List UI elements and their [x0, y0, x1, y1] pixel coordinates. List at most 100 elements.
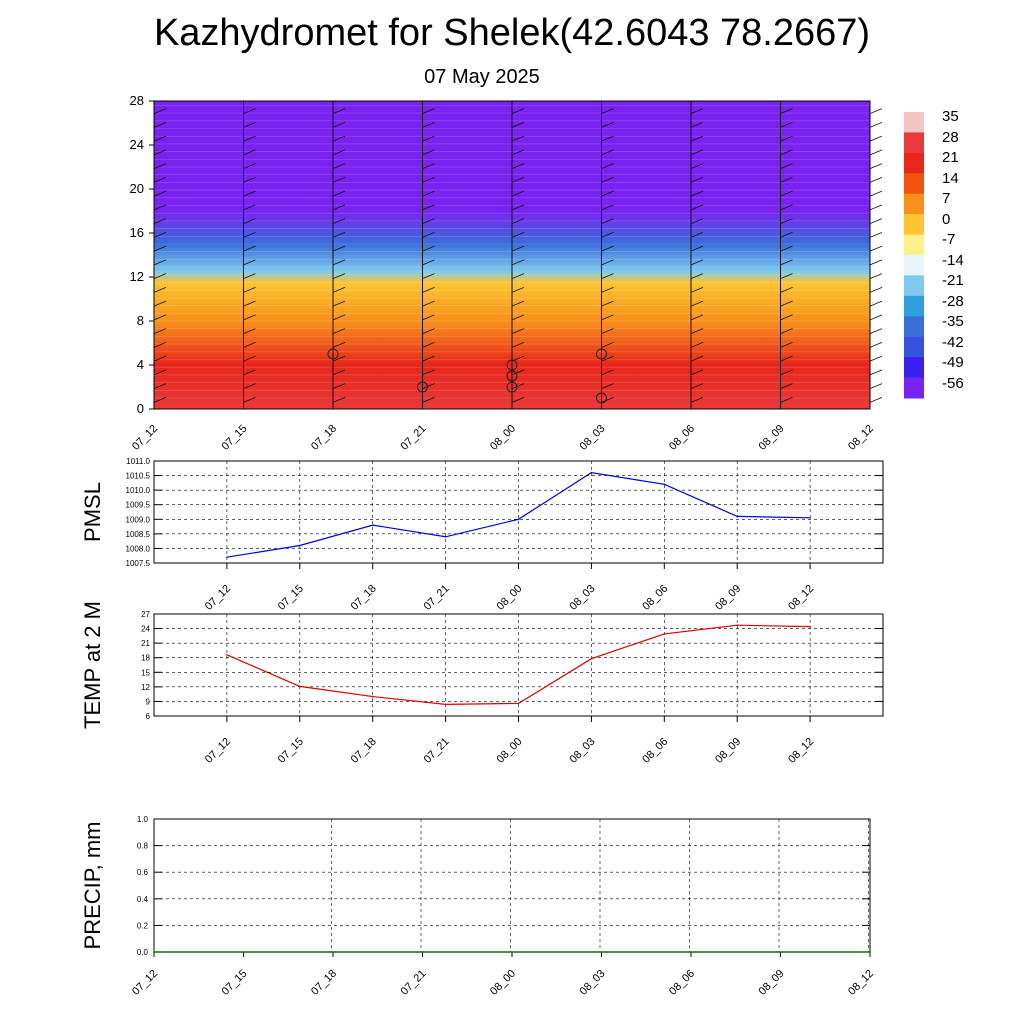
- wind-barb: [511, 314, 525, 321]
- y-tick-label: 24: [141, 625, 150, 634]
- wind-barb: [243, 300, 256, 307]
- y-tick-label: 8: [137, 313, 144, 328]
- x-tick-label: 07_18: [349, 583, 379, 613]
- wind-barb: [690, 190, 704, 197]
- wind-barb: [511, 259, 525, 266]
- wind-barb: [601, 355, 614, 362]
- wind-barb: [243, 122, 256, 128]
- y-axis-label: TEMP at 2 M: [80, 601, 105, 729]
- plot-frame: [153, 613, 884, 717]
- wind-barb: [422, 287, 435, 293]
- wind-barb: [422, 190, 435, 197]
- x-tick-label: 08_03: [578, 423, 608, 453]
- wind-barb: [780, 163, 793, 170]
- wind-barb: [601, 314, 614, 321]
- wind-barb: [153, 232, 167, 238]
- colorbar-level-label: 7: [942, 190, 951, 207]
- y-tick-label: 24: [130, 137, 144, 152]
- wind-barb: [422, 135, 435, 142]
- data-point: [736, 515, 738, 518]
- wind-barb: [780, 177, 793, 183]
- wind-barb: [422, 342, 435, 348]
- x-tick-label: 08_09: [757, 423, 787, 453]
- wind-barb: [869, 232, 883, 238]
- y-tick-label: 1008.5: [126, 530, 151, 539]
- wind-barb: [690, 369, 704, 376]
- x-tick-label: 08_03: [567, 583, 597, 613]
- temp-plot: 6 9 12 15 18 21 24 27 07_12 07_15 07_18 07_21 08_00 0…: [80, 601, 884, 766]
- wind-barb: [601, 342, 614, 348]
- wind-barb: [153, 245, 167, 252]
- wind-barb: [332, 342, 346, 348]
- y-tick-label: 1008.0: [126, 544, 151, 553]
- data-point: [736, 624, 738, 626]
- colorbar-level-label: -28: [942, 292, 964, 310]
- y-tick-label: 1.0: [137, 815, 149, 824]
- x-tick-label: 08_00: [488, 423, 518, 453]
- y-tick-label: 12: [130, 269, 144, 284]
- colorbar-swatch: [904, 112, 924, 133]
- pmsl-plot: 1007.5 1008.0 1008.5 1009.0 1009.5 1010.0 1010…: [80, 457, 884, 613]
- wind-barb: [780, 314, 793, 321]
- wind-barb: [422, 259, 435, 266]
- wind-barb: [332, 135, 346, 142]
- wind-barb: [511, 218, 525, 225]
- wind-barb: [422, 149, 435, 156]
- x-tick-label: 08_03: [567, 736, 597, 766]
- wind-barb: [690, 259, 704, 266]
- wind-barb: [869, 397, 883, 403]
- wind-barb: [153, 135, 167, 142]
- data-point: [371, 695, 374, 698]
- wind-barb: [511, 245, 525, 252]
- wind-barb: [422, 369, 435, 376]
- wind-barb: [153, 355, 167, 362]
- wind-barb: [511, 177, 525, 183]
- x-tick-label: 07_21: [422, 583, 452, 613]
- wind-barb: [511, 383, 525, 390]
- x-tick-label: 08_00: [495, 583, 525, 613]
- wind-barb: [690, 287, 704, 293]
- wind-barb: [690, 397, 704, 403]
- wind-barb: [601, 122, 614, 128]
- wind-barb: [243, 108, 256, 115]
- data-point: [663, 633, 666, 635]
- wind-barb: [780, 300, 793, 307]
- wind-barb: [332, 108, 346, 115]
- wind-barb: [690, 342, 704, 348]
- wind-barb: [690, 314, 704, 321]
- wind-barb: [332, 314, 346, 321]
- wind-barb: [243, 163, 256, 170]
- wind-barb: [511, 287, 525, 293]
- wind-barb: [153, 190, 167, 197]
- wind-barb: [780, 328, 793, 335]
- y-tick-label: 1010.0: [126, 486, 151, 495]
- wind-barb: [601, 273, 614, 280]
- y-tick-label: 0.8: [137, 842, 149, 851]
- colorbar-level-label: 21: [942, 149, 959, 166]
- wind-barb: [869, 273, 883, 280]
- x-tick-label: 08_12: [786, 736, 816, 766]
- wind-barb: [869, 163, 883, 170]
- wind-barb: [601, 135, 614, 142]
- series-line: [226, 472, 811, 558]
- wind-barb: [601, 300, 614, 307]
- wind-barb: [332, 369, 346, 376]
- colorbar-level-label: -21: [942, 272, 964, 289]
- wind-barb: [153, 287, 167, 293]
- data-point: [371, 524, 374, 526]
- wind-barb: [422, 314, 435, 321]
- x-tick-label: 07_15: [276, 583, 306, 613]
- temperature-field: [154, 101, 870, 409]
- wind-barb: [511, 355, 525, 362]
- x-tick-label: 08_09: [713, 583, 743, 613]
- wind-barb: [153, 259, 167, 266]
- wind-barb: [422, 300, 435, 307]
- wind-barb: [869, 245, 883, 252]
- wind-barb: [690, 273, 704, 280]
- colorbar-swatch: [904, 234, 924, 256]
- wind-barb: [511, 273, 525, 280]
- x-tick-label: 08_06: [640, 736, 670, 766]
- data-point: [517, 702, 520, 705]
- data-point: [444, 703, 447, 706]
- y-tick-label: 1009.0: [126, 515, 151, 524]
